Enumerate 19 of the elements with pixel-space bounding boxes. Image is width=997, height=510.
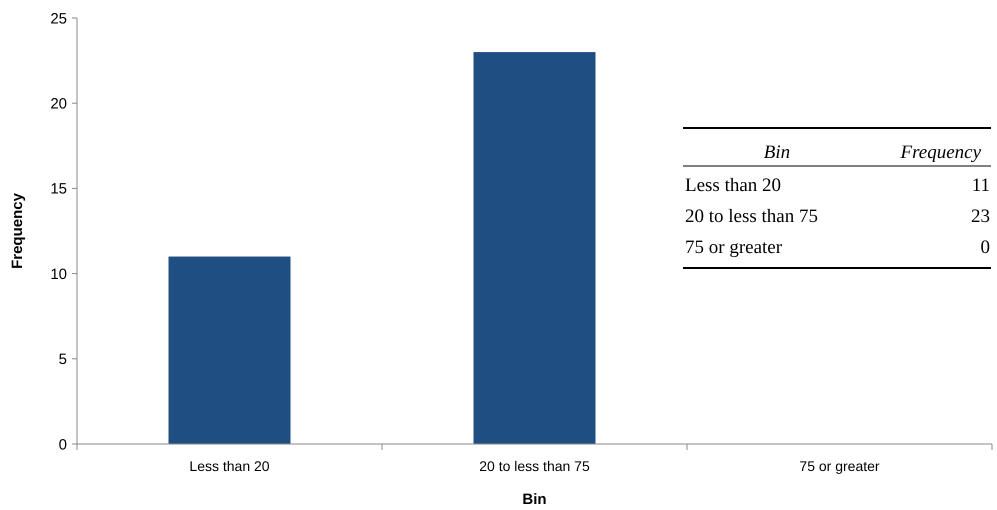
annotation: 75 or greater	[685, 237, 783, 258]
annotation: Bin	[764, 142, 790, 163]
annotation: 11	[972, 175, 990, 196]
y-tick-label: 0	[58, 436, 67, 454]
x-tick-label: 20 to less than 75	[479, 458, 590, 474]
y-tick-label: 10	[50, 266, 67, 283]
annotation: 0	[980, 237, 990, 258]
x-axis-title: Bin	[522, 491, 547, 508]
annotation: Frequency	[899, 142, 982, 163]
y-tick-label: 20	[50, 95, 67, 112]
y-tick-label: 25	[50, 10, 67, 28]
x-tick-label: Less than 20	[189, 458, 270, 474]
y-axis-title: Frequency	[9, 192, 26, 269]
y-tick-label: 5	[58, 351, 67, 368]
annotation: 20 to less than 75	[685, 206, 818, 227]
x-tick-label: 75 or greater	[799, 458, 880, 474]
annotation: 23	[971, 206, 990, 227]
annotation: Less than 20	[685, 175, 782, 196]
y-tick-label: 15	[50, 180, 67, 198]
